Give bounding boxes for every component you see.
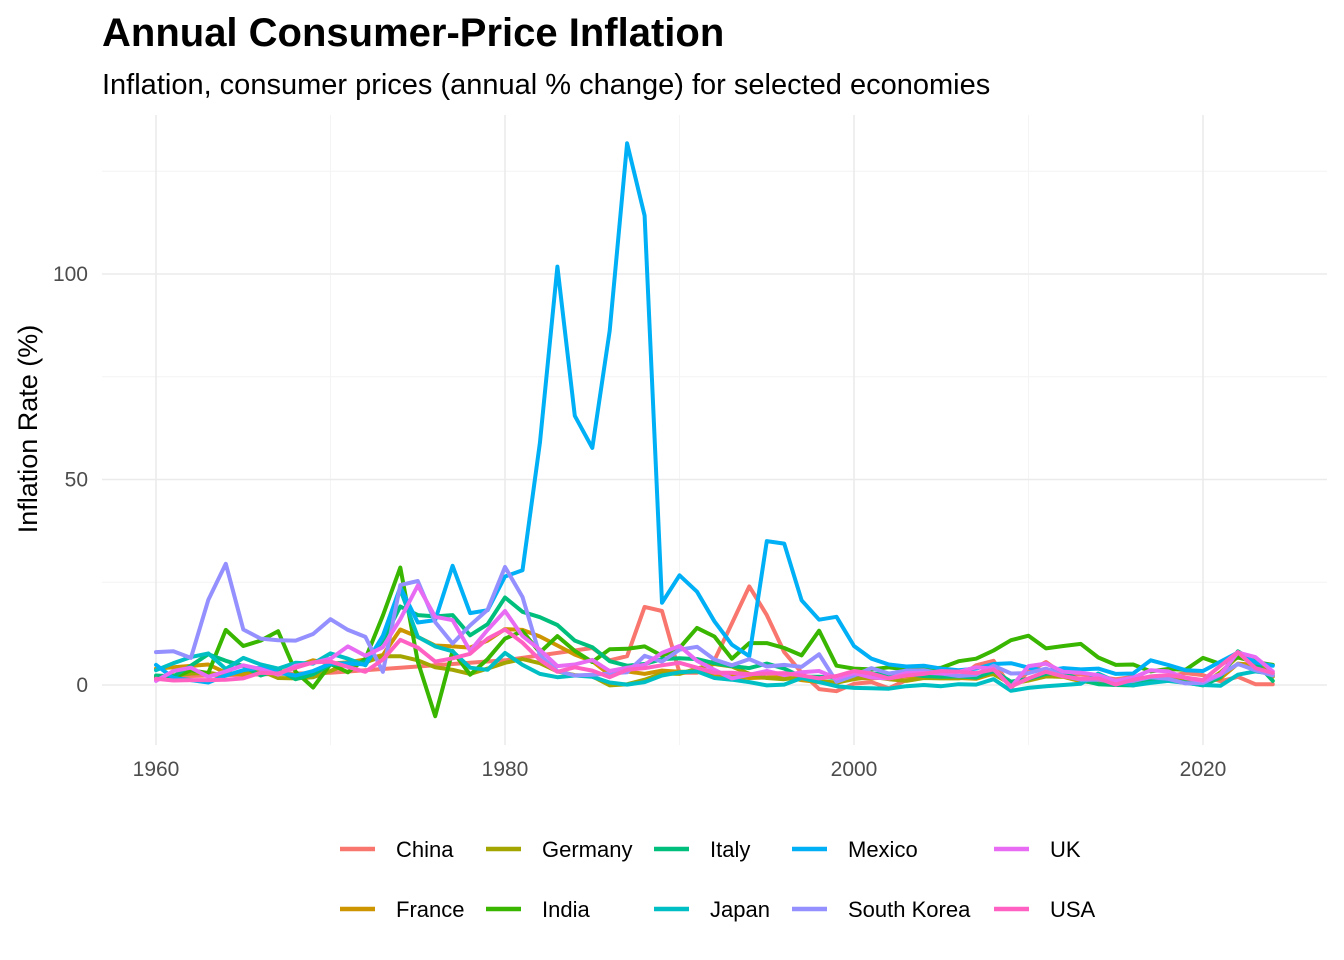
legend-label-uk: UK [1050, 837, 1081, 862]
minor-gridlines [102, 115, 1327, 745]
series-line-mexico [154, 141, 1275, 685]
legend-label-china: China [396, 837, 454, 862]
legend-label-italy: Italy [710, 837, 750, 862]
y-tick-label: 50 [65, 469, 88, 492]
series-line-usa [154, 627, 1275, 689]
chart-subtitle: Inflation, consumer prices (annual % cha… [102, 69, 990, 101]
legend-label-japan: Japan [710, 897, 770, 922]
legend-label-south-korea: South Korea [848, 897, 971, 922]
x-axis-ticks: 1960 1980 2000 2020 [133, 758, 1227, 781]
y-axis-title: Inflation Rate (%) [13, 325, 43, 534]
x-tick-label: 2000 [831, 758, 878, 781]
y-tick-label: 100 [53, 263, 88, 286]
legend-label-india: India [542, 897, 590, 922]
series-lines [154, 141, 1275, 719]
series-line-uk [154, 583, 1275, 690]
legend-label-usa: USA [1050, 897, 1096, 922]
legend-label-mexico: Mexico [848, 837, 918, 862]
series-line-india [154, 565, 1275, 719]
legend-label-france: France [396, 897, 464, 922]
major-gridlines [102, 115, 1327, 745]
x-tick-label: 1960 [133, 758, 180, 781]
y-tick-label: 0 [76, 674, 88, 697]
x-tick-label: 1980 [482, 758, 529, 781]
legend: China France Germany India Italy Japan Mexico S… [340, 837, 1096, 922]
x-tick-label: 2020 [1180, 758, 1227, 781]
y-axis-ticks: 0 50 100 [53, 263, 88, 697]
legend-label-germany: Germany [542, 837, 632, 862]
chart-title: Annual Consumer-Price Inflation [102, 11, 724, 55]
